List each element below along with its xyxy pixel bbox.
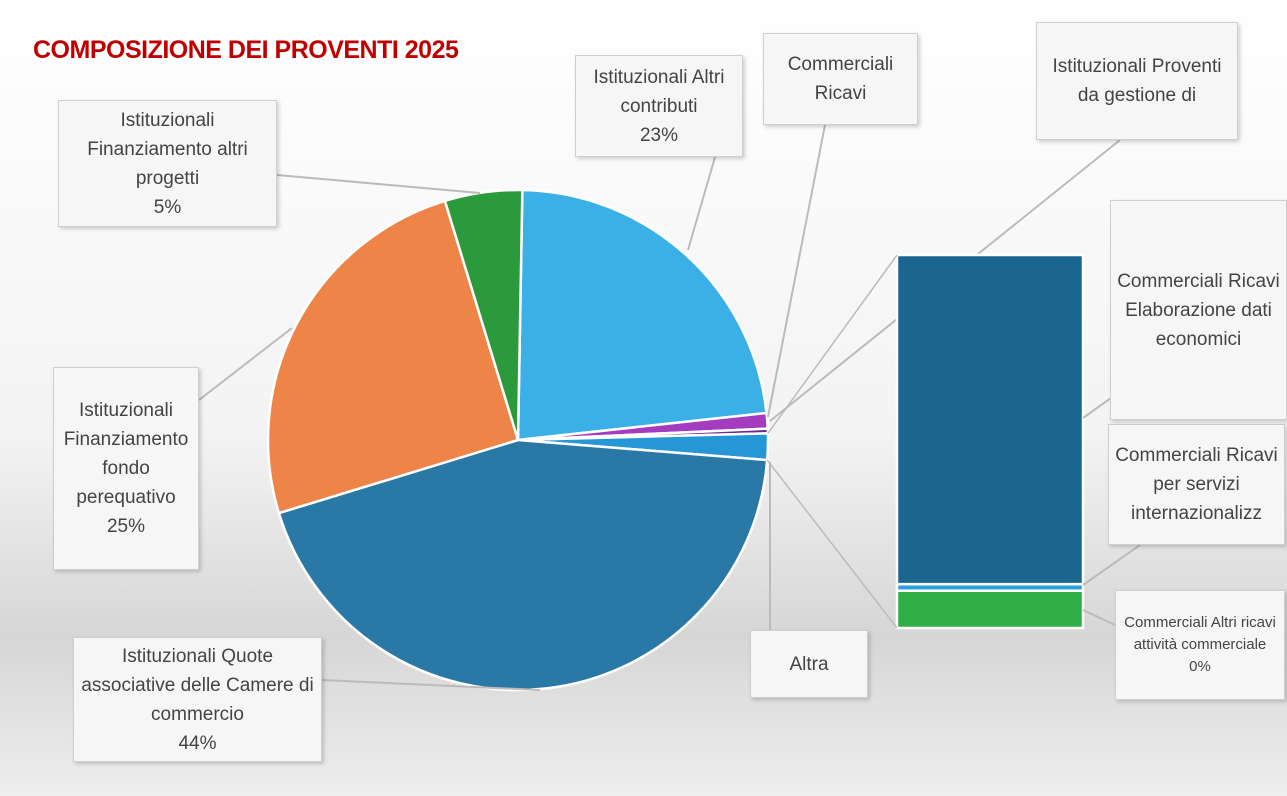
category-label: Istituzionali Finanziamento fondo perequ… xyxy=(63,400,189,508)
leader-line xyxy=(1082,609,1116,626)
data-label: Altra xyxy=(750,630,868,698)
bar-segment xyxy=(895,253,1085,586)
leader-line xyxy=(687,156,716,251)
data-label: Commerciali Ricavi xyxy=(763,33,918,125)
category-label: Istituzionali Altri contributi xyxy=(593,66,725,117)
category-label: Commerciali Ricavi Elaborazione dati eco… xyxy=(1117,270,1280,350)
pie-slice xyxy=(516,188,768,442)
connector xyxy=(766,459,898,629)
value-label: 23% xyxy=(639,124,679,146)
data-label: Commerciali Ricavi Elaborazione dati eco… xyxy=(1110,200,1287,420)
category-label: Istituzionali Proventi da gestione di xyxy=(1052,56,1222,106)
category-label: Commerciali Ricavi per servizi internazi… xyxy=(1115,445,1278,524)
category-label: Istituzionali Quote associative delle Ca… xyxy=(81,645,314,725)
leader-line xyxy=(321,679,541,691)
data-label: Istituzionali Altri contributi 23% xyxy=(575,55,743,157)
category-label: Commerciali Altri ricavi attività commer… xyxy=(1124,614,1276,653)
leader-line xyxy=(276,174,481,194)
bar-segment xyxy=(895,589,1085,630)
leader-line xyxy=(198,327,293,401)
value-label: 0% xyxy=(1189,658,1211,675)
chart-title: COMPOSIZIONE DEI PROVENTI 2025 xyxy=(33,36,459,64)
pie-slice xyxy=(277,438,769,692)
pie-slice xyxy=(443,188,524,441)
data-label: Istituzionali Finanziamento altri proget… xyxy=(58,100,277,227)
data-label: Istituzionali Proventi da gestione di xyxy=(1036,22,1238,140)
connector xyxy=(767,254,898,434)
leader-line xyxy=(767,124,826,418)
data-label: Istituzionali Finanziamento fondo perequ… xyxy=(53,367,199,570)
data-label: Istituzionali Quote associative delle Ca… xyxy=(73,637,322,762)
leader-line xyxy=(1082,544,1141,586)
category-label: Istituzionali Finanziamento altri proget… xyxy=(87,109,248,189)
value-label: 25% xyxy=(106,516,146,537)
data-label: Commerciali Ricavi per servizi internazi… xyxy=(1108,424,1285,545)
data-label: Commerciali Altri ricavi attività commer… xyxy=(1115,590,1285,700)
category-label: Commerciali Ricavi xyxy=(787,54,894,104)
pie-slice xyxy=(266,199,520,515)
value-label: 5% xyxy=(153,196,182,218)
value-label: 44% xyxy=(178,732,217,754)
category-label: Altra xyxy=(789,653,829,675)
